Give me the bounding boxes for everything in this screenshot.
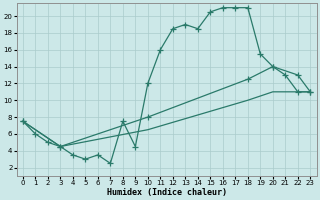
X-axis label: Humidex (Indice chaleur): Humidex (Indice chaleur) [107, 188, 227, 197]
